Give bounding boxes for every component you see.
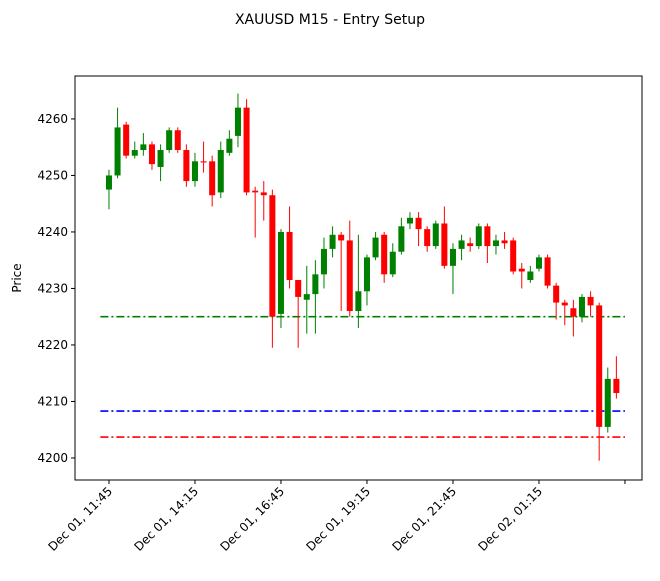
- candle-body: [587, 296, 594, 306]
- candle-body: [295, 279, 302, 297]
- candle-body: [286, 231, 293, 280]
- y-tick-label: 4200: [37, 451, 68, 465]
- candle-body: [148, 144, 155, 165]
- candle-body: [475, 226, 482, 247]
- candle-body: [501, 240, 508, 244]
- y-tick-label: 4260: [37, 112, 68, 126]
- y-tick-label: 4230: [37, 281, 68, 295]
- y-tick-label: 4210: [37, 394, 68, 408]
- candle-body: [458, 240, 465, 249]
- candle-body: [338, 234, 345, 241]
- x-tick-label: Dec 01, 21:45: [389, 484, 459, 554]
- plot-frame: [74, 75, 643, 481]
- candle-body: [303, 294, 310, 300]
- candle-body: [492, 240, 499, 247]
- y-tick-label: 4240: [37, 225, 68, 239]
- candle-body: [157, 150, 164, 167]
- candle-body: [140, 144, 147, 151]
- chart-title: XAUUSD M15 - Entry Setup: [235, 12, 425, 28]
- candle-body: [596, 305, 603, 427]
- candle-body: [578, 296, 585, 317]
- candle-body: [363, 257, 370, 292]
- x-tick-label: Dec 01, 14:15: [131, 484, 201, 554]
- candle-body: [166, 130, 173, 151]
- candle-body: [217, 150, 224, 193]
- candle-body: [260, 192, 267, 196]
- candle-body: [329, 234, 336, 249]
- candle-body: [406, 217, 413, 224]
- candle-body: [234, 107, 241, 136]
- x-tick-label: Dec 01, 19:15: [303, 484, 373, 554]
- candle-body: [191, 161, 198, 182]
- candle-body: [518, 268, 525, 272]
- x-tick-label: Dec 01, 16:45: [217, 484, 287, 554]
- candle-body: [535, 257, 542, 269]
- candle-body: [320, 248, 327, 275]
- candle-body: [114, 127, 121, 176]
- candle-body: [389, 251, 396, 275]
- y-axis-label: Price: [10, 263, 24, 292]
- candle-body: [346, 240, 353, 312]
- candle-body: [527, 271, 534, 280]
- y-tick-label: 4220: [37, 338, 68, 352]
- candle-body: [183, 150, 190, 182]
- candle-body: [269, 195, 276, 317]
- candle-body: [613, 378, 620, 393]
- candle-body: [415, 217, 422, 230]
- candle-body: [553, 285, 560, 303]
- candle-body: [312, 274, 319, 295]
- candle-body: [243, 107, 250, 193]
- candle-body: [200, 161, 207, 163]
- candle-body: [570, 308, 577, 317]
- candle-body: [209, 161, 216, 196]
- candle-body: [484, 226, 491, 247]
- candle-body: [174, 130, 181, 151]
- candle-body: [123, 124, 130, 156]
- candle-body: [544, 257, 551, 286]
- x-tick-label: Dec 02, 01:15: [475, 484, 545, 554]
- candle-body: [226, 138, 233, 153]
- candle-body: [252, 190, 259, 193]
- candle-body: [381, 234, 388, 275]
- candle-body: [432, 223, 439, 247]
- candle-body: [449, 248, 456, 266]
- candle-body: [355, 291, 362, 312]
- candle-body: [372, 237, 379, 258]
- candle-body: [510, 240, 517, 272]
- candle-body: [277, 231, 284, 314]
- candle-body: [131, 150, 138, 156]
- y-tick-label: 4250: [37, 168, 68, 182]
- candle-body: [398, 226, 405, 252]
- candle-body: [105, 175, 112, 190]
- x-tick-label: Dec 01, 11:45: [45, 484, 115, 554]
- candle-body: [424, 229, 431, 247]
- candle-body: [561, 302, 568, 306]
- candle-body: [467, 243, 474, 247]
- candle-body: [604, 378, 611, 427]
- candle-body: [441, 223, 448, 266]
